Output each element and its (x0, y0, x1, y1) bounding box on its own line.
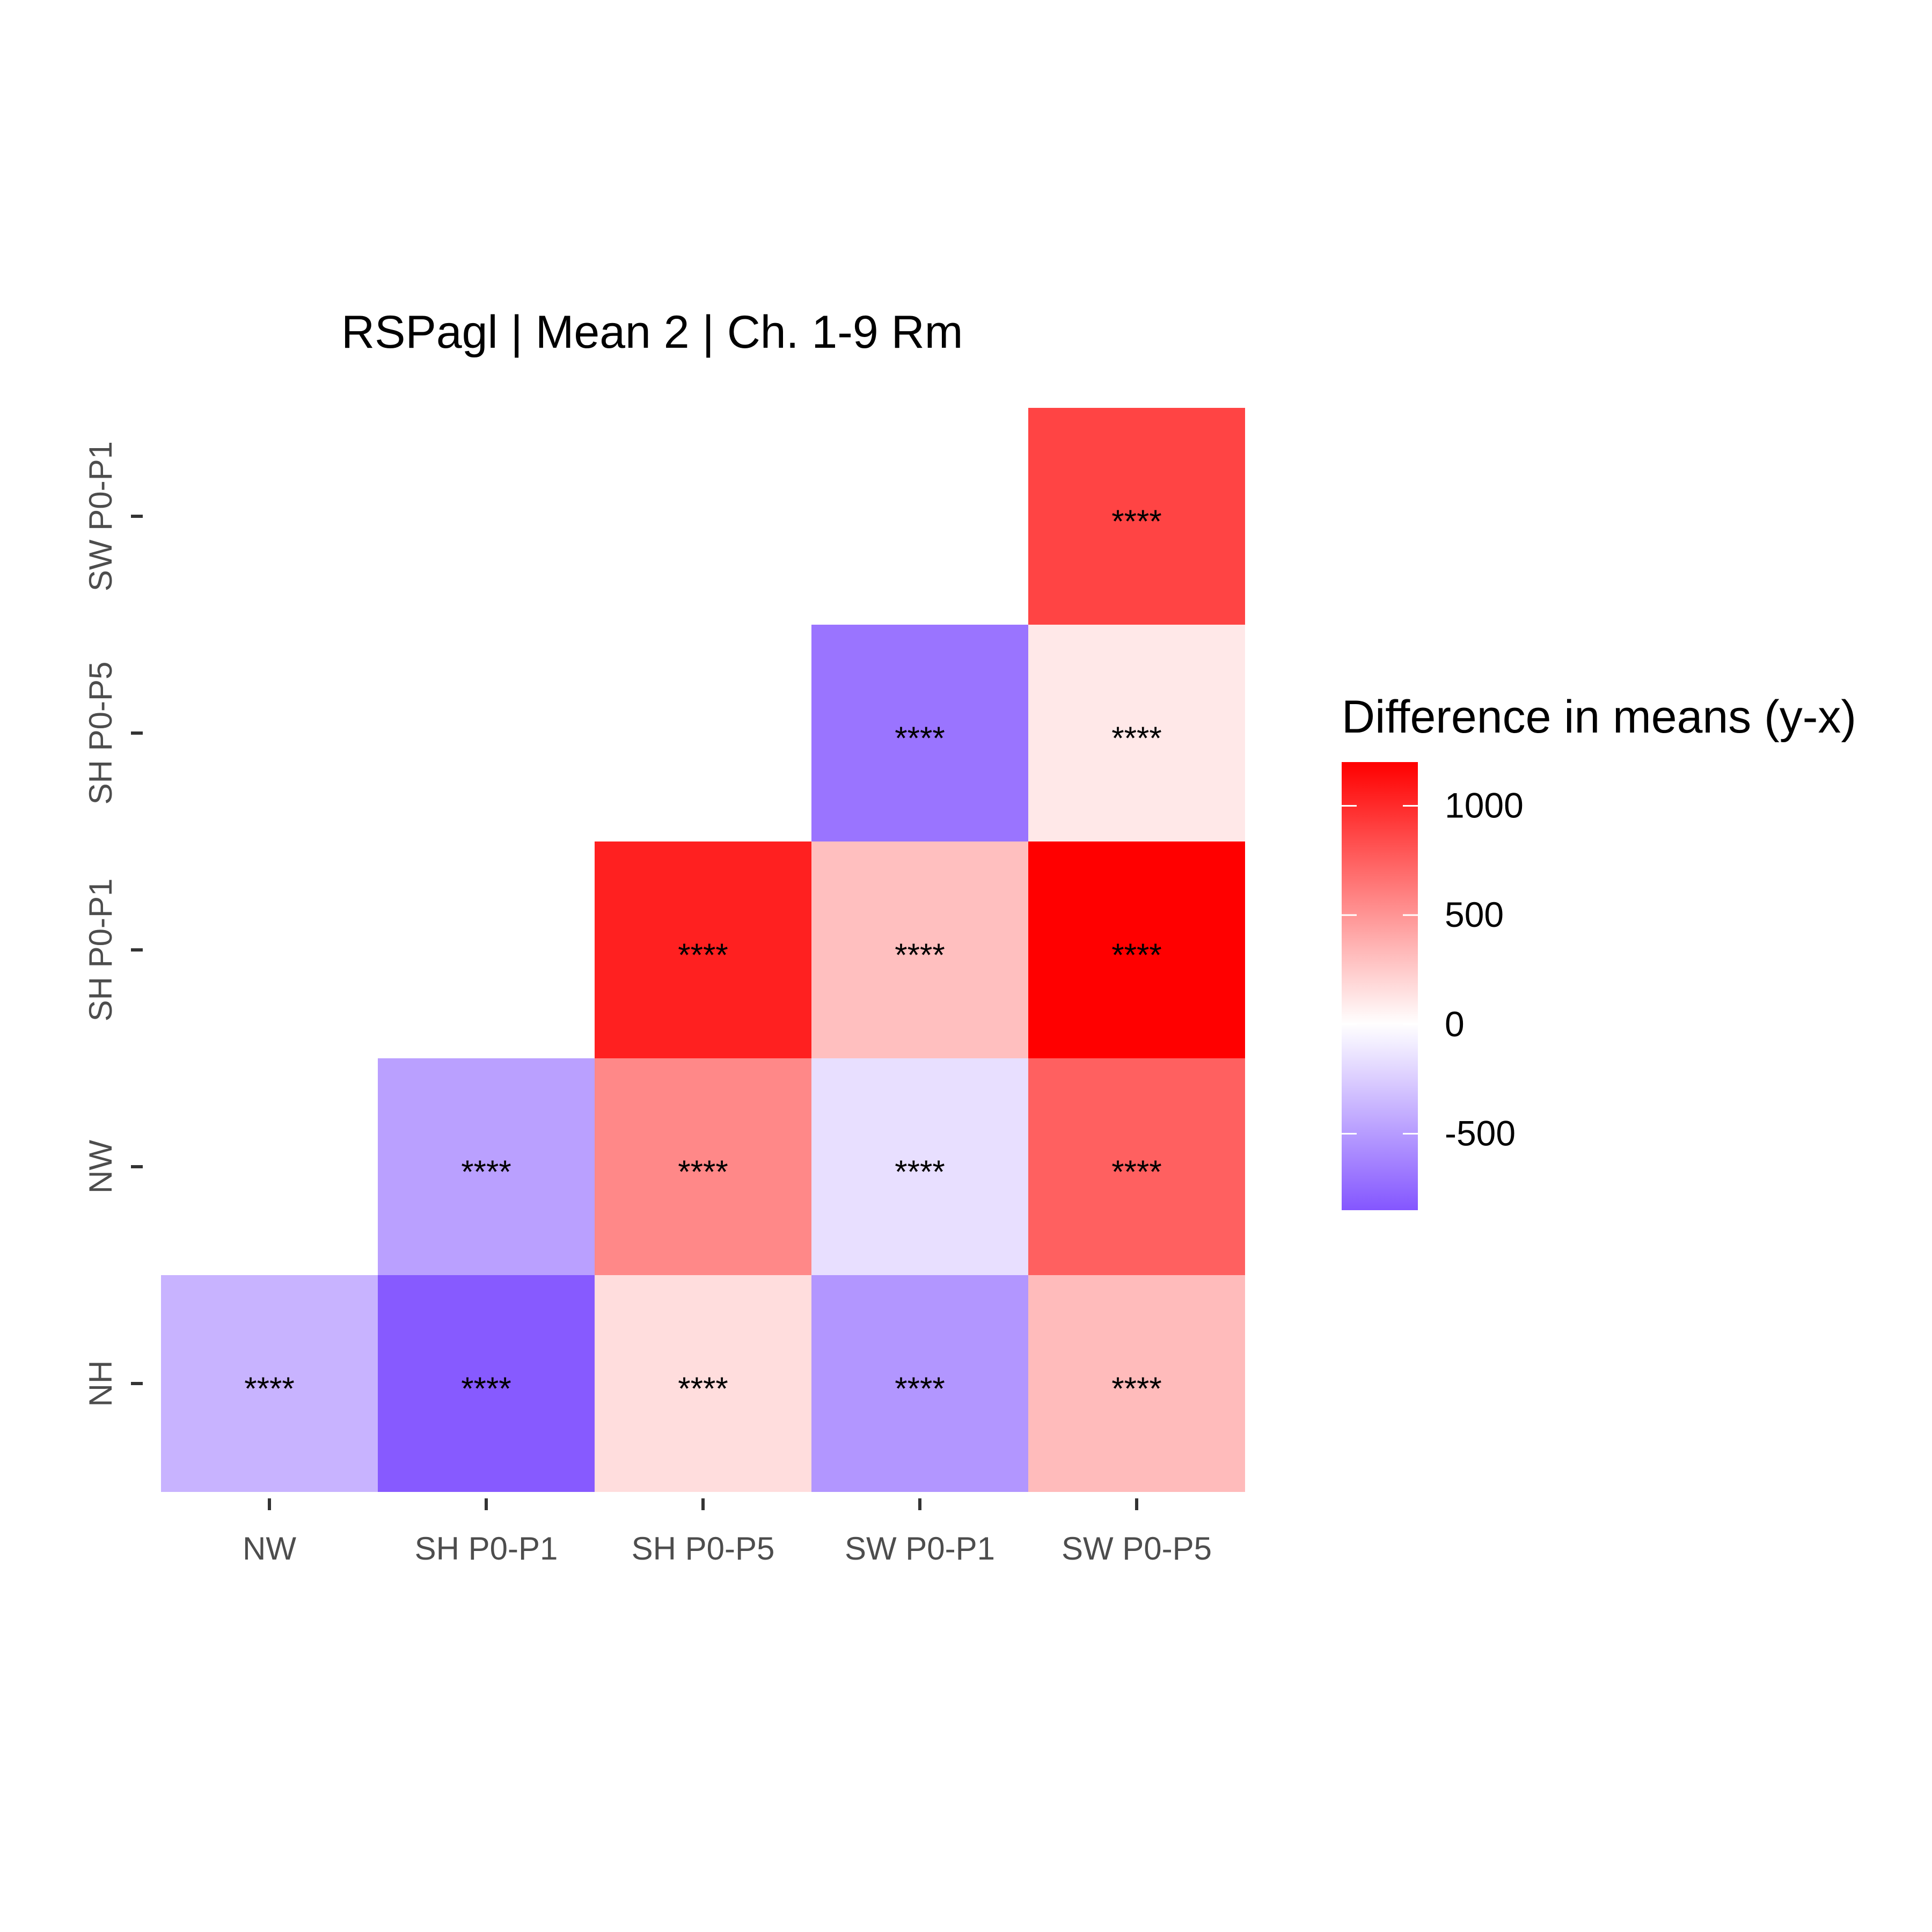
y-tick-label-sh-p0-p1: SH P0-P1 (83, 879, 119, 1022)
heatmap-cell-sw-p0-p1-sh-p0-p5 (811, 625, 1028, 841)
heatmap-cell-sh-p0-p1-nw (378, 1058, 595, 1275)
x-tick-label-nw: NW (243, 1531, 296, 1567)
x-axis: NW SH P0-P1 SH P0-P5 SW P0-P1 SW P0-P5 (243, 1498, 1212, 1567)
cell-label-sw-p0-p1-sh-p0-p5: **** (895, 720, 945, 756)
heatmap-cell-sw-p0-p5-sh-p0-p5 (1028, 625, 1245, 841)
legend-tick-label-3: -500 (1445, 1113, 1516, 1153)
legend: Difference in means (y-x) 1000 500 0 -500 (1342, 691, 1856, 1210)
legend-color-bar (1342, 762, 1418, 1210)
heatmap-cell-sw-p0-p1-nw (811, 1058, 1028, 1275)
cell-label-sw-p0-p5-sh-p0-p5: **** (1111, 720, 1161, 756)
cell-label-sw-p0-p5-sh-p0-p1: **** (1111, 937, 1161, 973)
heatmap-cell-sw-p0-p1-sh-p0-p1 (811, 841, 1028, 1058)
x-tick-label-sh-p0-p5: SH P0-P5 (632, 1531, 775, 1567)
heatmap-cell-sw-p0-p1-nh (811, 1275, 1028, 1492)
cell-label-nw-nh: **** (244, 1371, 294, 1407)
legend-tick-label-0: 1000 (1445, 785, 1524, 825)
x-tick-label-sh-p0-p1: SH P0-P1 (415, 1531, 558, 1567)
x-tick-label-sw-p0-p5: SW P0-P5 (1062, 1531, 1212, 1567)
cell-label-sh-p0-p5-nh: **** (678, 1371, 728, 1407)
heatmap-cell-sw-p0-p5-nh (1028, 1275, 1245, 1492)
heatmap-cell-sh-p0-p5-nh (595, 1275, 811, 1492)
cell-label-sw-p0-p1-nh: **** (895, 1371, 945, 1407)
cell-label-sh-p0-p1-nw: **** (461, 1154, 511, 1190)
cell-label-sh-p0-p5-sh-p0-p1: **** (678, 937, 728, 973)
cell-label-sw-p0-p5-nh: **** (1111, 1371, 1161, 1407)
heatmap-cell-sh-p0-p5-nw (595, 1058, 811, 1275)
cell-label-sh-p0-p1-nh: **** (461, 1371, 511, 1407)
x-tick-label-sw-p0-p1: SW P0-P1 (845, 1531, 995, 1567)
y-tick-label-sh-p0-p5: SH P0-P5 (83, 662, 119, 805)
legend-tick-label-2: 0 (1445, 1004, 1465, 1044)
legend-tick-label-1: 500 (1445, 895, 1504, 934)
cell-label-sw-p0-p5-sw-p0-p1: **** (1111, 503, 1161, 539)
heatmap-cell-nw-nh (161, 1275, 378, 1492)
cell-labels: **** **** **** **** **** **** **** **** **** ****… (244, 503, 1161, 1407)
heatmap-cell-sw-p0-p5-sw-p0-p1 (1028, 408, 1245, 625)
chart-title: RSPagl | Mean 2 | Ch. 1-9 Rm (341, 306, 963, 358)
cell-label-sw-p0-p1-sh-p0-p1: **** (895, 937, 945, 973)
heatmap-cell-sw-p0-p5-nw (1028, 1058, 1245, 1275)
heatmap-cell-sw-p0-p5-sh-p0-p1 (1028, 841, 1245, 1058)
y-tick-label-nh: NH (83, 1360, 119, 1407)
cell-label-sw-p0-p5-nw: **** (1111, 1154, 1161, 1190)
y-tick-label-sw-p0-p1: SW P0-P1 (83, 441, 119, 591)
y-tick-label-nw: NW (83, 1140, 119, 1194)
heatmap-cell-sh-p0-p5-sh-p0-p1 (595, 841, 811, 1058)
cell-label-sw-p0-p1-nw: **** (895, 1154, 945, 1190)
y-axis: NH NW SH P0-P1 SH P0-P5 SW P0-P1 (83, 441, 143, 1407)
legend-title: Difference in means (y-x) (1342, 691, 1856, 743)
heatmap-cells (161, 408, 1245, 1492)
cell-label-sh-p0-p5-nw: **** (678, 1154, 728, 1190)
heatmap-cell-sh-p0-p1-nh (378, 1275, 595, 1492)
